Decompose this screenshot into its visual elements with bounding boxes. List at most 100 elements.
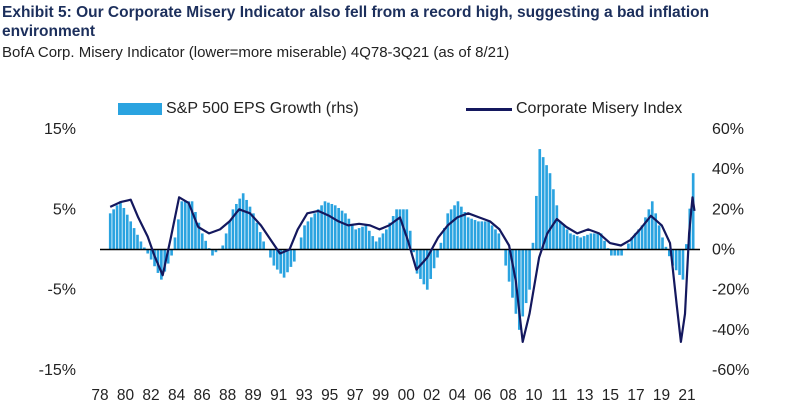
eps-growth-bar bbox=[378, 237, 381, 250]
eps-growth-bar bbox=[149, 249, 153, 260]
left-tick-label: 15% bbox=[44, 121, 76, 138]
eps-growth-bar bbox=[146, 249, 150, 254]
eps-growth-bar bbox=[344, 213, 347, 250]
eps-growth-bar bbox=[504, 249, 508, 266]
eps-growth-bar bbox=[320, 205, 323, 250]
eps-growth-bar bbox=[361, 226, 364, 250]
eps-growth-bar bbox=[125, 214, 129, 250]
eps-growth-bar bbox=[173, 237, 177, 250]
eps-growth-bar bbox=[183, 201, 187, 250]
x-tick-label: 82 bbox=[142, 387, 159, 404]
eps-growth-bar bbox=[691, 173, 695, 250]
eps-growth-bar bbox=[667, 249, 671, 257]
eps-growth-bar bbox=[367, 230, 371, 250]
eps-growth-bar bbox=[374, 241, 378, 250]
eps-growth-bar bbox=[531, 242, 535, 250]
eps-growth-bar bbox=[197, 222, 201, 250]
eps-growth-bar bbox=[442, 228, 446, 250]
eps-growth-bar bbox=[395, 209, 398, 250]
eps-growth-bar bbox=[562, 225, 565, 250]
eps-growth-bar bbox=[671, 249, 675, 266]
eps-growth-bar bbox=[231, 209, 235, 250]
eps-growth-bar bbox=[616, 249, 620, 256]
eps-growth-bar bbox=[586, 234, 589, 250]
x-tick-label: 21 bbox=[678, 387, 695, 404]
eps-growth-bar bbox=[381, 233, 385, 250]
eps-growth-bar bbox=[541, 157, 545, 250]
eps-growth-bar bbox=[558, 221, 562, 250]
eps-growth-bar bbox=[292, 249, 296, 262]
x-tick-label: 89 bbox=[244, 387, 261, 404]
eps-growth-bar bbox=[592, 233, 596, 250]
eps-growth-bar bbox=[194, 212, 197, 250]
corporate-misery-index-line bbox=[109, 196, 696, 343]
x-tick-label: 04 bbox=[449, 387, 467, 404]
eps-growth-bar bbox=[350, 224, 354, 250]
x-tick-label: 78 bbox=[91, 387, 108, 404]
eps-growth-bar bbox=[637, 229, 640, 250]
eps-growth-bar bbox=[132, 228, 136, 250]
eps-growth-bar bbox=[330, 203, 334, 250]
eps-growth-bar bbox=[340, 210, 344, 250]
eps-growth-bar bbox=[112, 209, 115, 250]
eps-growth-bar bbox=[555, 205, 559, 250]
eps-growth-bar bbox=[511, 249, 514, 298]
eps-growth-bar bbox=[385, 229, 388, 250]
eps-growth-bar bbox=[279, 249, 283, 274]
eps-growth-bar bbox=[483, 221, 487, 250]
x-tick-label: 11 bbox=[551, 387, 567, 404]
eps-growth-bar bbox=[565, 229, 569, 250]
eps-growth-bar bbox=[599, 233, 603, 250]
eps-growth-bar bbox=[258, 232, 262, 250]
eps-growth-bar bbox=[552, 189, 555, 250]
x-tick-label: 97 bbox=[347, 387, 364, 404]
eps-growth-bar bbox=[460, 206, 463, 250]
eps-growth-bar bbox=[299, 237, 303, 250]
x-tick-label: 88 bbox=[219, 387, 236, 404]
eps-growth-bar bbox=[347, 218, 351, 250]
legend-bars-swatch bbox=[118, 103, 162, 115]
left-axis-ticks: 15% 5% -5% -15% bbox=[39, 121, 76, 379]
eps-growth-bar bbox=[521, 249, 525, 317]
eps-growth-bar bbox=[674, 249, 678, 271]
eps-growth-bar bbox=[398, 209, 402, 250]
right-axis-ticks: 60% 40% 20% 0% -20% -40% -60% bbox=[712, 121, 749, 379]
eps-growth-bar bbox=[224, 233, 228, 250]
legend-line: Corporate Misery Index bbox=[466, 100, 682, 118]
eps-growth-bar bbox=[252, 213, 255, 250]
eps-growth-bar bbox=[262, 241, 265, 250]
eps-growth-bar bbox=[228, 221, 231, 250]
eps-growth-bar bbox=[357, 228, 361, 250]
eps-growth-bar bbox=[466, 217, 470, 250]
eps-growth-bar bbox=[170, 249, 173, 256]
x-tick-label: 00 bbox=[398, 387, 416, 404]
x-tick-label: 02 bbox=[423, 387, 440, 404]
eps-growth-bar bbox=[432, 249, 436, 269]
eps-growth-bar bbox=[412, 249, 415, 253]
eps-growth-bar bbox=[142, 247, 146, 250]
eps-growth-bar bbox=[575, 236, 579, 250]
right-tick-label: -20% bbox=[712, 282, 749, 299]
eps-growth-bar bbox=[470, 218, 473, 250]
eps-growth-bar bbox=[166, 249, 170, 264]
eps-growth-bar bbox=[678, 249, 681, 275]
x-tick-label: 08 bbox=[500, 387, 517, 404]
x-axis-ticks: 78 80 82 84 86 88 89 91 93 95 97 99 00 02 04 06 08 10 11 13… bbox=[91, 387, 695, 404]
eps-growth-bar bbox=[538, 149, 542, 250]
left-tick-label: 5% bbox=[53, 201, 76, 218]
eps-growth-bar bbox=[497, 233, 501, 250]
x-tick-label: 86 bbox=[193, 387, 210, 404]
eps-growth-bar bbox=[388, 222, 392, 250]
eps-growth-bar bbox=[108, 213, 112, 250]
eps-growth-bar bbox=[337, 207, 340, 250]
right-tick-label: 20% bbox=[712, 201, 744, 218]
x-tick-label: 17 bbox=[627, 387, 644, 404]
legend-line-label: Corporate Misery Index bbox=[516, 100, 683, 117]
eps-growth-bar bbox=[187, 201, 190, 250]
eps-growth-bar bbox=[255, 222, 259, 250]
eps-growth-bar bbox=[248, 206, 252, 250]
eps-growth-bar bbox=[272, 249, 276, 266]
eps-growth-bar bbox=[204, 240, 208, 250]
x-tick-label: 13 bbox=[576, 387, 593, 404]
eps-growth-bar bbox=[323, 201, 327, 250]
